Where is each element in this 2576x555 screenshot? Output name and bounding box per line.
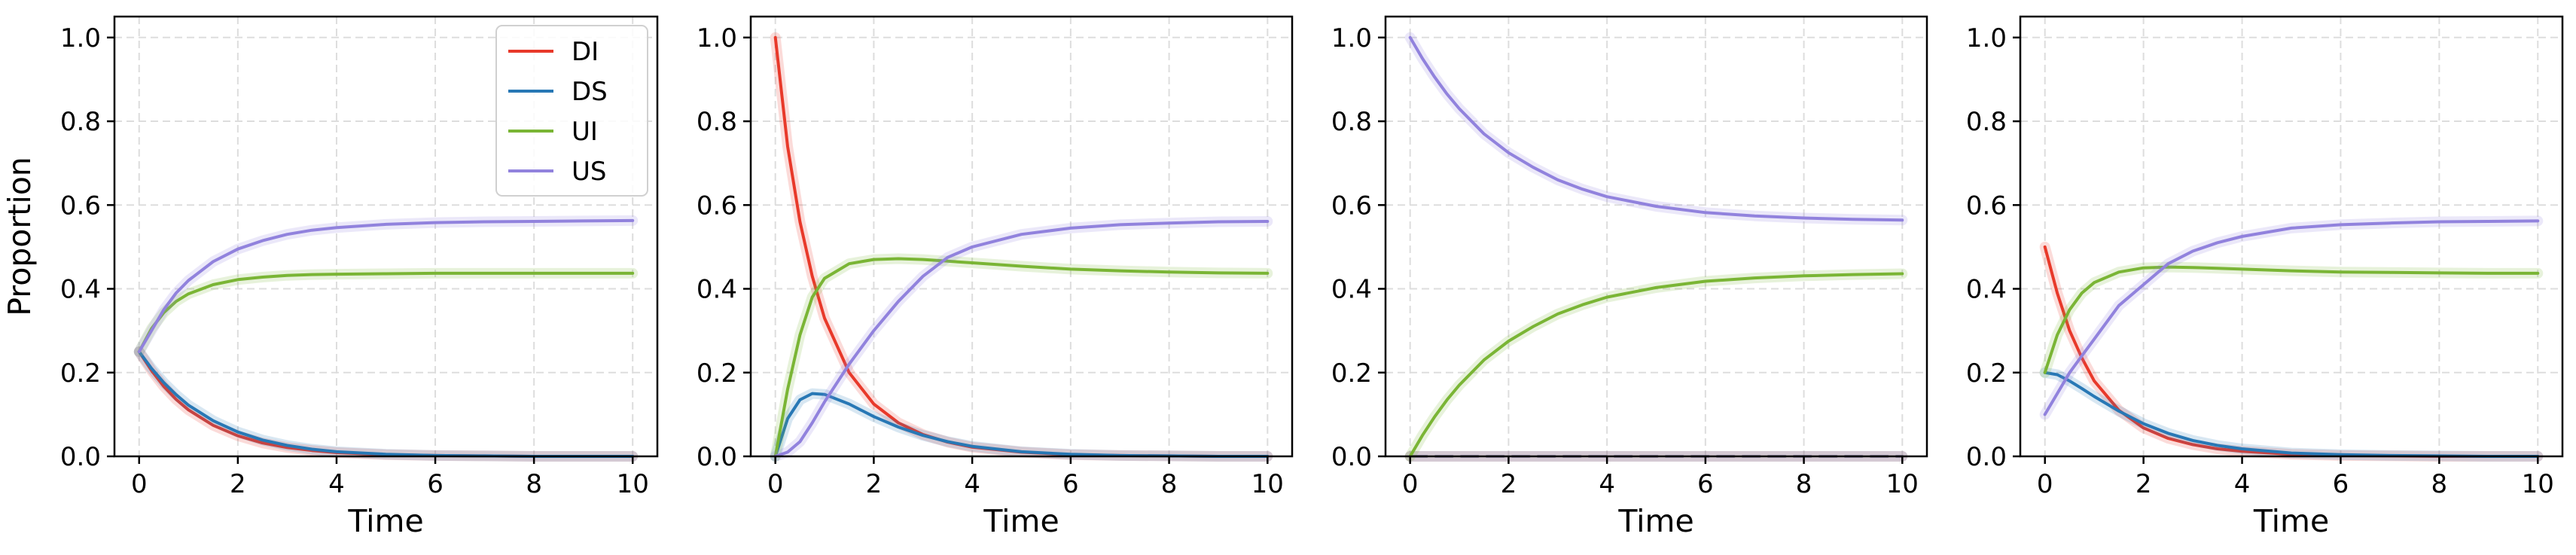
y-tick-label: 0.0	[1331, 442, 1372, 472]
x-tick-label: 10	[1886, 469, 1919, 499]
x-tick-label: 0	[131, 469, 148, 499]
series-band-ui	[2039, 261, 2544, 378]
x-tick-label: 0	[1402, 469, 1419, 499]
x-axis-label: Time	[2253, 503, 2329, 539]
x-tick-label: 0	[767, 469, 784, 499]
y-tick-label: 0.2	[1331, 358, 1372, 389]
x-tick-label: 10	[1251, 469, 1284, 499]
y-tick-label: 0.8	[60, 107, 101, 137]
x-tick-label: 4	[2234, 469, 2251, 499]
x-tick-label: 10	[2522, 469, 2554, 499]
series-band-di	[770, 32, 1273, 462]
series-line-ui	[2043, 265, 2540, 374]
y-tick-label: 0.8	[1966, 107, 2007, 137]
chart-panel-1: 0 2 4 6 8 10 0.0 0.2 0.4 0.6 0.8 1.0 Time Proportion D…	[2, 15, 659, 539]
y-tick-label: 0.2	[697, 358, 737, 389]
x-tick-label: 8	[2431, 469, 2448, 499]
x-tick-label: 4	[328, 469, 345, 499]
y-tick-label: 1.0	[697, 23, 737, 53]
x-tick-label: 2	[1501, 469, 1517, 499]
y-tick-label: 0.2	[1966, 358, 2007, 389]
series-line-di	[773, 35, 1270, 458]
series-line-di	[137, 350, 635, 458]
series-line-us	[137, 218, 635, 353]
plot-frame	[1384, 15, 1928, 458]
x-tick-label: 10	[617, 469, 649, 499]
x-tick-label: 2	[230, 469, 246, 499]
x-axis-label: Time	[1617, 503, 1693, 539]
chart-panel-3: 0 2 4 6 8 10 0.0 0.2 0.4 0.6 0.8 1.0 Time	[1331, 15, 1928, 539]
y-tick-label: 0.4	[697, 275, 737, 305]
y-tick-label: 0.8	[697, 107, 737, 137]
x-tick-label: 2	[866, 469, 883, 499]
chart-panel-2: 0 2 4 6 8 10 0.0 0.2 0.4 0.6 0.8 1.0 Time	[697, 15, 1294, 539]
y-tick-label: 0.6	[1966, 191, 2007, 221]
series-band-di	[133, 346, 639, 462]
y-tick-label: 0.6	[60, 191, 101, 221]
x-tick-label: 8	[1796, 469, 1812, 499]
plot-frame	[2019, 15, 2564, 458]
legend-label-ds: DS	[572, 77, 608, 107]
y-tick-label: 1.0	[1331, 23, 1372, 53]
y-tick-label: 0.4	[60, 275, 101, 305]
series-line-ui	[137, 271, 635, 353]
series-line-ui	[1408, 272, 1904, 458]
x-tick-label: 8	[526, 469, 542, 499]
y-tick-label: 0.0	[697, 442, 737, 472]
x-tick-label: 4	[964, 469, 980, 499]
series-band-ds	[2039, 367, 2544, 462]
series-line-us	[1408, 35, 1904, 222]
legend-label-us: US	[572, 157, 606, 187]
series-band-us	[770, 216, 1273, 462]
series-band-ds	[133, 346, 639, 462]
series-band-us	[1404, 32, 1908, 226]
x-axis-label: Time	[347, 503, 423, 539]
y-tick-label: 0.6	[1331, 191, 1372, 221]
y-tick-label: 0.0	[1966, 442, 2007, 472]
series-line-ds	[137, 350, 635, 458]
x-tick-label: 6	[1062, 469, 1079, 499]
plot-frame	[749, 15, 1294, 458]
series-band-ui	[1404, 268, 1908, 462]
y-tick-label: 0.8	[1331, 107, 1372, 137]
x-tick-label: 2	[2135, 469, 2152, 499]
y-tick-label: 1.0	[60, 23, 101, 53]
y-tick-label: 0.4	[1331, 275, 1372, 305]
series-line-us	[773, 220, 1270, 458]
y-tick-label: 1.0	[1966, 23, 2007, 53]
y-tick-label: 0.6	[697, 191, 737, 221]
legend-label-ui: UI	[572, 117, 598, 147]
legend-label-di: DI	[572, 37, 599, 67]
series-band-us	[2039, 215, 2544, 420]
x-tick-label: 6	[1697, 469, 1714, 499]
series-line-us	[2043, 219, 2540, 416]
plot-frame	[113, 15, 659, 458]
y-axis-label: Proportion	[2, 157, 38, 316]
chart-panel-4: 0 2 4 6 8 10 0.0 0.2 0.4 0.6 0.8 1.0 Time	[1966, 15, 2564, 539]
y-tick-label: 0.2	[60, 358, 101, 389]
y-tick-label: 0.4	[1966, 275, 2007, 305]
x-tick-label: 6	[2333, 469, 2349, 499]
x-tick-label: 8	[1161, 469, 1178, 499]
x-tick-label: 0	[2037, 469, 2053, 499]
x-tick-label: 6	[427, 469, 444, 499]
legend-box	[495, 25, 648, 197]
y-tick-label: 0.0	[60, 442, 101, 472]
series-line-ui	[773, 257, 1270, 458]
x-axis-label: Time	[983, 503, 1059, 539]
x-tick-label: 4	[1599, 469, 1615, 499]
chart-legend: DI DS UI US	[495, 25, 648, 197]
